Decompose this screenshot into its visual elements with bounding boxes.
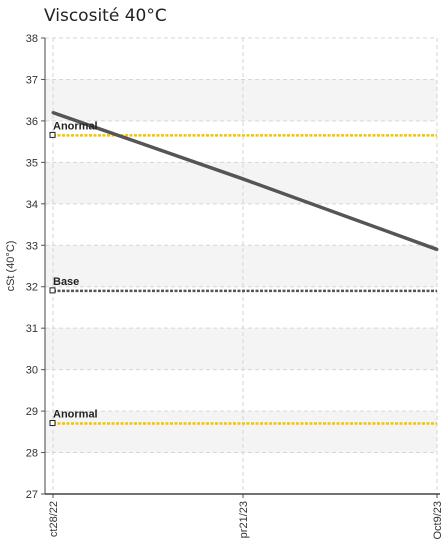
reference-label: Anormal (53, 409, 98, 421)
series-point (51, 111, 55, 115)
grid-band (45, 79, 437, 121)
y-tick-label: 37 (26, 74, 38, 86)
series-point (241, 177, 245, 181)
x-tick-label: pr21/23 (238, 501, 250, 538)
grid-band (45, 411, 437, 453)
y-tick-label: 27 (26, 489, 38, 501)
reference-label: Base (53, 276, 79, 288)
y-tick-label: 29 (26, 406, 38, 418)
series-point (435, 247, 439, 251)
y-tick-label: 32 (26, 282, 38, 294)
y-tick-label: 33 (26, 240, 38, 252)
x-tick-label: Oct9/23 (432, 501, 441, 540)
y-tick-label: 35 (26, 157, 38, 169)
reference-marker (49, 420, 56, 427)
y-tick-label: 34 (26, 199, 38, 211)
reference-label: Anormal (53, 120, 98, 132)
y-tick-label: 28 (26, 448, 38, 460)
grid-band (45, 162, 437, 204)
y-axis-label: cSt (40°C) (5, 241, 17, 292)
y-tick-label: 36 (26, 116, 38, 128)
grid-band (45, 245, 437, 287)
chart-title: Viscosité 40°C (44, 6, 167, 26)
y-tick-label: 31 (26, 323, 38, 335)
reference-marker (49, 131, 56, 138)
reference-marker (49, 287, 56, 294)
y-tick-label: 38 (26, 33, 38, 45)
x-tick-label: ct28/22 (48, 501, 60, 537)
grid-band (45, 328, 437, 370)
y-tick-label: 30 (26, 365, 38, 377)
